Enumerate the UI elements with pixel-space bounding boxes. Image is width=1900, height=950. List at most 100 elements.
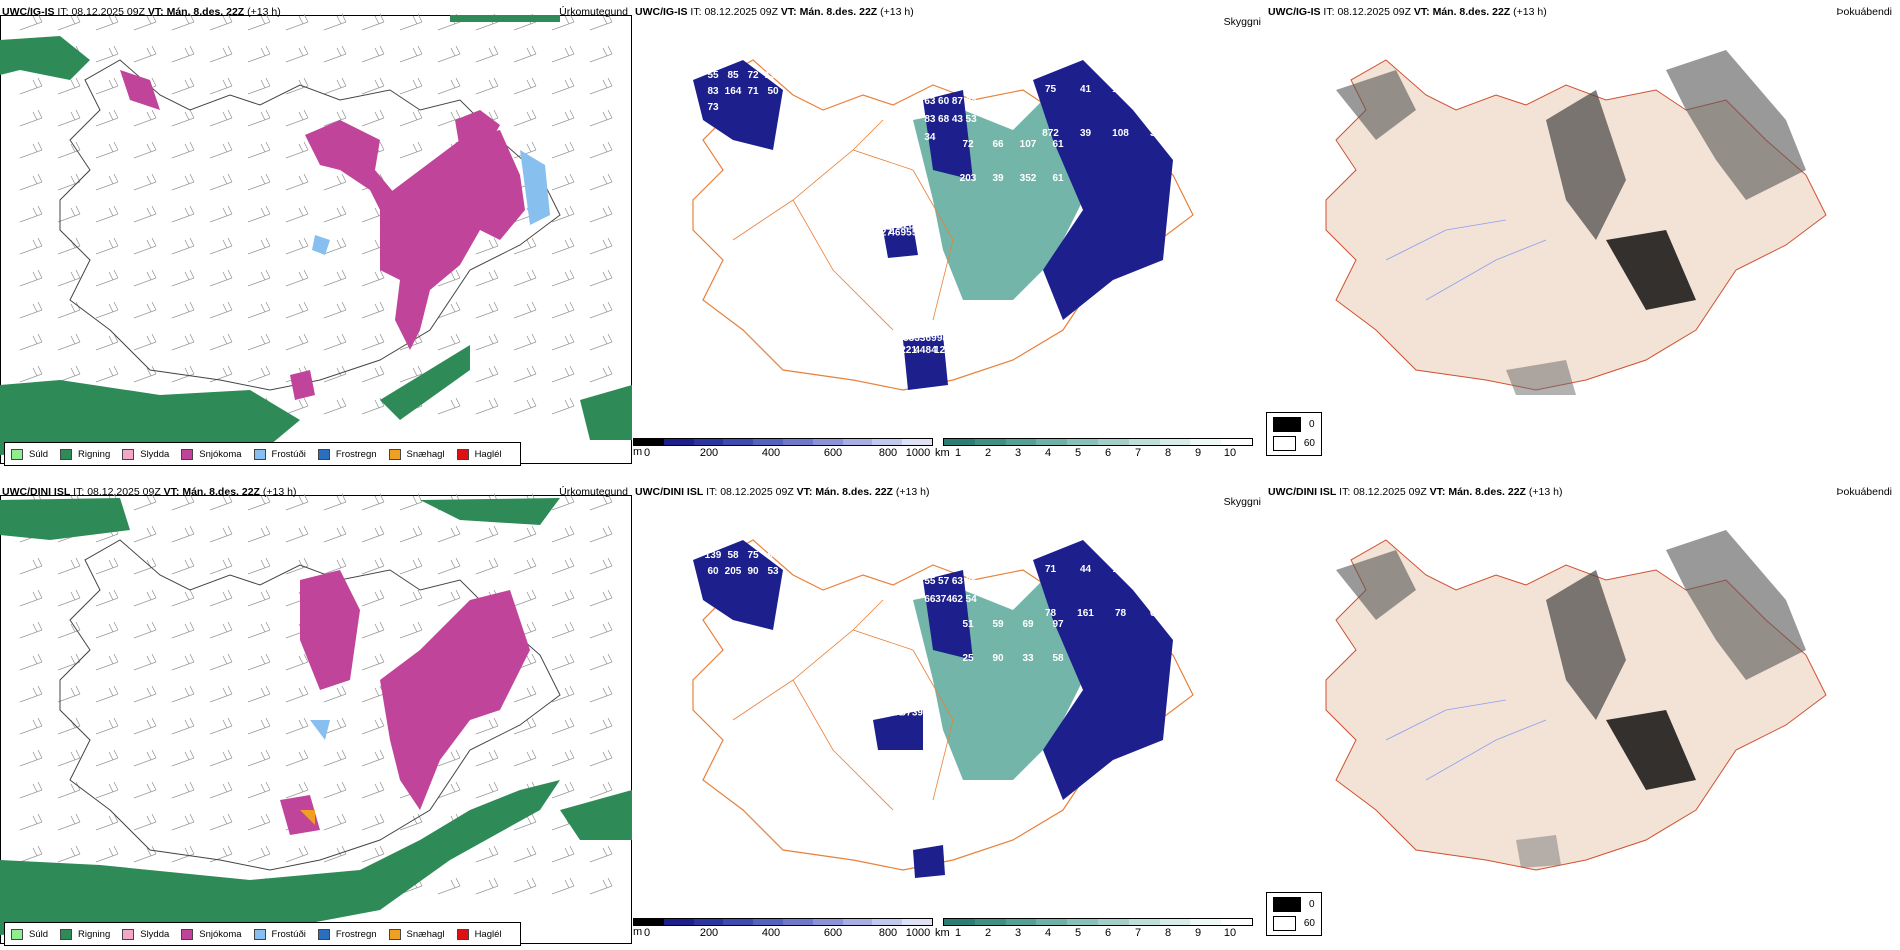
wind-barb [361,717,385,735]
frz-area [312,235,330,255]
wind-barb [399,109,423,127]
wind-barb [171,717,195,735]
wind-barb [513,813,537,831]
forecast-row-2: UWC/DINI ISL IT: 08.12.2025 09Z VT: Mán.… [0,480,1900,950]
cloud-value-label: 53 [966,114,978,125]
wind-barb [95,717,119,735]
wind-barb [361,45,385,63]
panel-title: Úrkomutegund [559,486,628,498]
tick-label: 400 [761,927,781,939]
wind-barb [589,109,613,127]
cloud-value-label: 95 [901,228,913,239]
wind-barb [133,237,157,255]
wind-barb [209,493,233,511]
wind-barb [323,173,347,191]
cloud-value-label: 85 [727,70,739,81]
wind-barb [361,109,385,127]
wind-barb [209,685,233,703]
cloud-navy [913,845,945,878]
wind-barb [285,493,309,511]
tick-label: 1000 [905,447,931,459]
wind-barb [133,685,157,703]
cloud-value-label: 54 [966,594,978,605]
wind-barb [171,685,195,703]
tick-label: 7 [1134,447,1142,459]
wind-barb [171,237,195,255]
wind-barb [285,77,309,95]
wind-barb [551,749,575,767]
wind-barb [171,525,195,543]
wind-barb [209,653,233,671]
wind-barb [589,621,613,639]
panel-title: Þokuábendi [1836,6,1892,18]
wind-barb [209,141,233,159]
cloud-value-label: 70 [1150,84,1162,95]
cloud-navy [873,710,923,750]
fog-panel: UWC/DINI ISL IT: 08.12.2025 09Z VT: Mán.… [1266,480,1900,950]
cloud-value-label: 85 [966,576,978,587]
wind-barb [589,525,613,543]
wind-barb [323,77,347,95]
fog-area [1546,90,1626,240]
wind-barb [171,557,195,575]
wind-barb [19,621,43,639]
precip-legend: Súld Rigning Slydda Snjókoma Frostúði Fr… [4,442,521,466]
tick-label: 8 [1164,927,1172,939]
wind-barb [57,269,81,287]
wind-barb [361,781,385,799]
cloud-value-label: 69 [926,333,938,344]
wind-barb [513,589,537,607]
wind-barb [399,13,423,31]
wind-barb [247,557,271,575]
panel-title: Úrkomutegund [559,6,628,18]
cloud-value-label: 128 [898,221,915,232]
wind-barb [57,141,81,159]
wind-barb [285,301,309,319]
cloud-value-label: 27 [901,701,913,712]
wind-barb [209,717,233,735]
cloud-value-label: 97 [901,708,913,719]
precip-map [0,493,632,935]
wind-barb [133,141,157,159]
wind-barb [209,781,233,799]
wind-barb [57,685,81,703]
river-network [1385,699,1547,781]
wind-barb [133,365,157,383]
cloud-value-label: 205 [725,566,742,577]
cloud-value-label: 72 [747,70,759,81]
cloud-value-label: 61 [1052,173,1064,184]
wind-barb [209,621,233,639]
wind-barb [551,653,575,671]
wind-barb [399,493,423,511]
wind-barb [95,13,119,31]
cloud-value-label: 33 [914,333,926,344]
tick-label: 9 [1194,447,1202,459]
wind-barb [171,749,195,767]
legend-item: Súld [11,448,48,460]
wind-barb [589,717,613,735]
rain-area [0,36,90,80]
wind-barb [589,845,613,863]
wind-barb [361,301,385,319]
wind-barb [19,845,43,863]
wind-barb [589,877,613,895]
tick-label: 3 [1014,927,1022,939]
wind-barb [551,333,575,351]
cloud-value-label: 38 [912,221,924,232]
cloud-value-label: 190 [765,70,782,81]
wind-barb [285,45,309,63]
cloud-value-label: 55 [924,576,936,587]
legend-item: Frostregn [317,448,377,460]
wind-barb [323,749,347,767]
tick-label: 800 [878,447,898,459]
wind-barb [551,557,575,575]
tick-label: 5 [1074,447,1082,459]
wind-barb [551,525,575,543]
wind-barb [209,237,233,255]
wind-barb [551,301,575,319]
wind-barb [399,813,423,831]
cloud-value-label: 221 [900,345,917,356]
panel-header: UWC/DINI ISL IT: 08.12.2025 09Z VT: Mán.… [635,486,930,498]
wind-barb [285,333,309,351]
wind-barb [551,205,575,223]
